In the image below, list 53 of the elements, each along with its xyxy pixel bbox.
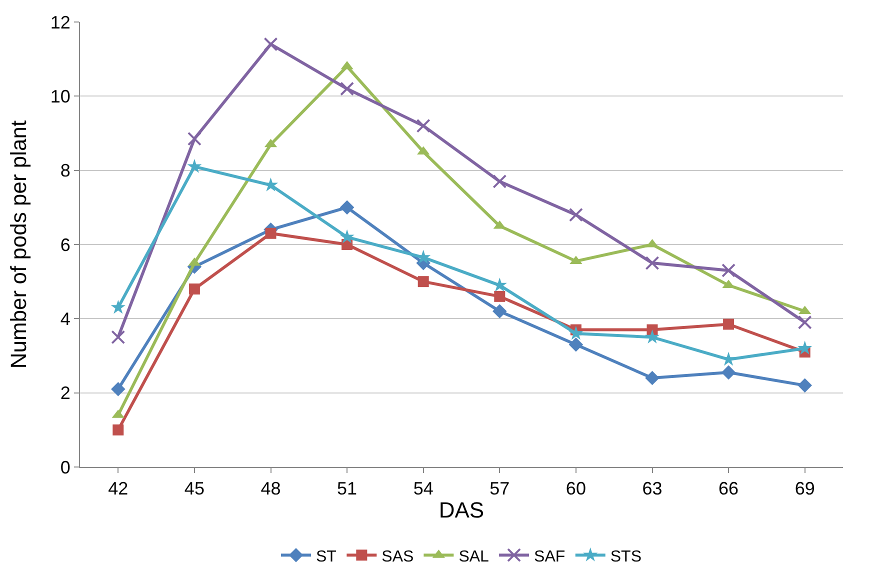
point	[187, 132, 202, 146]
legend-label: SAF	[534, 548, 566, 566]
x-tick-label: 51	[337, 478, 358, 499]
x-tick-label: 66	[718, 478, 739, 499]
point	[798, 378, 812, 393]
point	[111, 330, 126, 344]
point	[340, 229, 354, 244]
point	[340, 82, 354, 96]
point	[265, 228, 276, 239]
point	[418, 276, 429, 288]
y-tick-label: 12	[50, 12, 70, 32]
y-tick-label: 8	[60, 160, 70, 181]
point	[494, 290, 506, 302]
point	[645, 256, 660, 270]
point	[188, 284, 200, 294]
x-tick-label: 60	[566, 478, 586, 499]
point	[644, 330, 660, 344]
legend-label: ST	[316, 548, 337, 566]
x-axis-title: DAS	[438, 498, 484, 522]
x-tick-label: 42	[108, 478, 128, 499]
point	[187, 158, 202, 173]
point	[112, 424, 124, 436]
point	[722, 263, 736, 278]
point	[264, 37, 278, 52]
point	[645, 370, 660, 386]
x-tick-label: 48	[260, 478, 281, 499]
point	[798, 315, 812, 330]
point	[568, 208, 583, 222]
y-tick-label: 4	[60, 308, 70, 329]
y-tick-label: 6	[60, 234, 70, 255]
point	[110, 300, 126, 314]
point	[111, 382, 126, 396]
legend-label: SAS	[382, 548, 414, 566]
x-tick-label: 63	[642, 478, 662, 499]
point	[492, 304, 507, 318]
point	[568, 337, 584, 352]
x-tick-label: 57	[490, 478, 510, 499]
y-tick-label: 0	[60, 457, 70, 478]
point	[568, 326, 584, 340]
point	[723, 318, 734, 330]
x-tick-label: 45	[184, 478, 204, 499]
point	[340, 200, 354, 215]
point	[798, 340, 812, 355]
x-tick-label: 54	[413, 478, 434, 499]
y-tick-label: 10	[50, 86, 70, 106]
point	[721, 365, 736, 380]
point	[492, 174, 507, 188]
legend-label: STS	[610, 548, 642, 566]
legend-label: SAL	[458, 548, 490, 566]
point	[416, 118, 430, 133]
y-axis-title: Number of pods per plant	[6, 120, 31, 369]
x-tick-label: 69	[794, 478, 815, 499]
y-tick-label: 2	[60, 383, 70, 404]
